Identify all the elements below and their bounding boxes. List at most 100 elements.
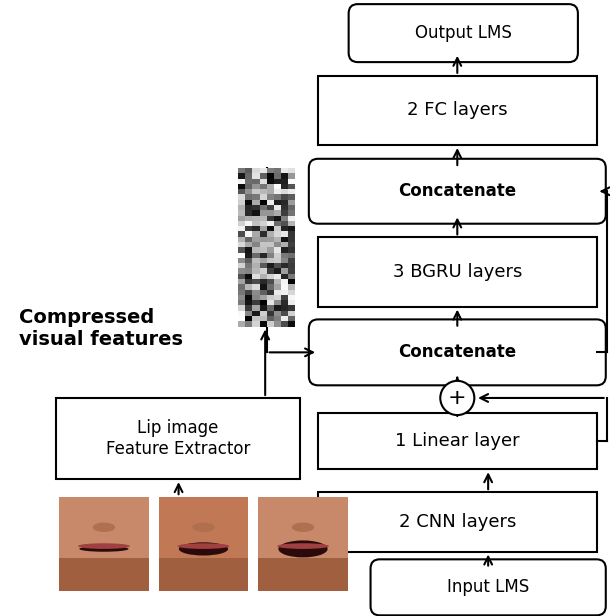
Bar [281, 306, 288, 310]
Bar [281, 310, 288, 316]
Bar [253, 290, 260, 295]
Bar [267, 322, 274, 326]
Bar [288, 221, 295, 226]
Bar [239, 306, 245, 310]
Bar [281, 284, 288, 290]
Bar [274, 269, 281, 274]
Bar [260, 300, 267, 306]
Bar [253, 295, 260, 300]
Bar [260, 168, 267, 173]
Bar [260, 210, 267, 216]
Bar [267, 274, 274, 279]
Bar [239, 295, 245, 300]
Bar [245, 237, 253, 242]
Bar [281, 237, 288, 242]
Bar [267, 279, 274, 284]
Bar [267, 195, 274, 200]
FancyBboxPatch shape [318, 492, 597, 552]
Text: Lip image
Feature Extractor: Lip image Feature Extractor [106, 419, 250, 458]
Bar [267, 173, 274, 179]
Bar [274, 290, 281, 295]
Bar [253, 322, 260, 326]
Bar [281, 232, 288, 237]
Bar [281, 168, 288, 173]
Bar [239, 269, 245, 274]
Bar [239, 232, 245, 237]
Bar [281, 300, 288, 306]
Bar [274, 184, 281, 189]
Bar [245, 310, 253, 316]
FancyBboxPatch shape [59, 497, 149, 591]
Bar [59, 558, 149, 591]
Bar [288, 316, 295, 322]
Bar [288, 253, 295, 258]
Bar [239, 237, 245, 242]
Bar [274, 200, 281, 205]
FancyBboxPatch shape [309, 320, 606, 386]
Bar [274, 216, 281, 221]
Bar [281, 221, 288, 226]
Bar [245, 232, 253, 237]
Bar [260, 226, 267, 232]
Bar [253, 310, 260, 316]
Bar [288, 184, 295, 189]
Bar [159, 558, 248, 591]
Bar [245, 279, 253, 284]
Ellipse shape [79, 546, 129, 552]
Bar [274, 237, 281, 242]
Bar [239, 263, 245, 269]
Bar [260, 205, 267, 210]
Bar [274, 247, 281, 253]
Bar [260, 295, 267, 300]
Bar [288, 284, 295, 290]
Ellipse shape [278, 540, 328, 557]
Bar [253, 269, 260, 274]
Bar [260, 237, 267, 242]
Bar [274, 189, 281, 195]
Bar [245, 316, 253, 322]
Bar [260, 232, 267, 237]
Bar [239, 300, 245, 306]
Text: Concatenate: Concatenate [398, 182, 517, 200]
Bar [260, 284, 267, 290]
Bar [239, 205, 245, 210]
Circle shape [440, 381, 475, 415]
Bar [267, 184, 274, 189]
Bar [258, 558, 348, 591]
Bar [245, 210, 253, 216]
Bar [267, 253, 274, 258]
Bar [281, 210, 288, 216]
Bar [253, 263, 260, 269]
Bar [288, 189, 295, 195]
Bar [239, 258, 245, 263]
Bar [245, 200, 253, 205]
Bar [267, 263, 274, 269]
Bar [267, 200, 274, 205]
Bar [267, 300, 274, 306]
Bar [281, 274, 288, 279]
Bar [260, 200, 267, 205]
Bar [267, 226, 274, 232]
Bar [288, 279, 295, 284]
Bar [281, 247, 288, 253]
Bar [245, 195, 253, 200]
Bar [239, 226, 245, 232]
Bar [288, 242, 295, 247]
Bar [245, 263, 253, 269]
Bar [267, 168, 274, 173]
Bar [274, 274, 281, 279]
Bar [245, 295, 253, 300]
FancyBboxPatch shape [56, 398, 300, 479]
Bar [253, 205, 260, 210]
Bar [253, 274, 260, 279]
Bar [281, 295, 288, 300]
Bar [288, 322, 295, 326]
Bar [239, 322, 245, 326]
Text: Compressed
visual features: Compressed visual features [20, 308, 184, 349]
Bar [281, 316, 288, 322]
Bar [288, 247, 295, 253]
Bar [260, 322, 267, 326]
Text: Concatenate: Concatenate [398, 343, 517, 362]
Bar [274, 306, 281, 310]
Bar [288, 300, 295, 306]
